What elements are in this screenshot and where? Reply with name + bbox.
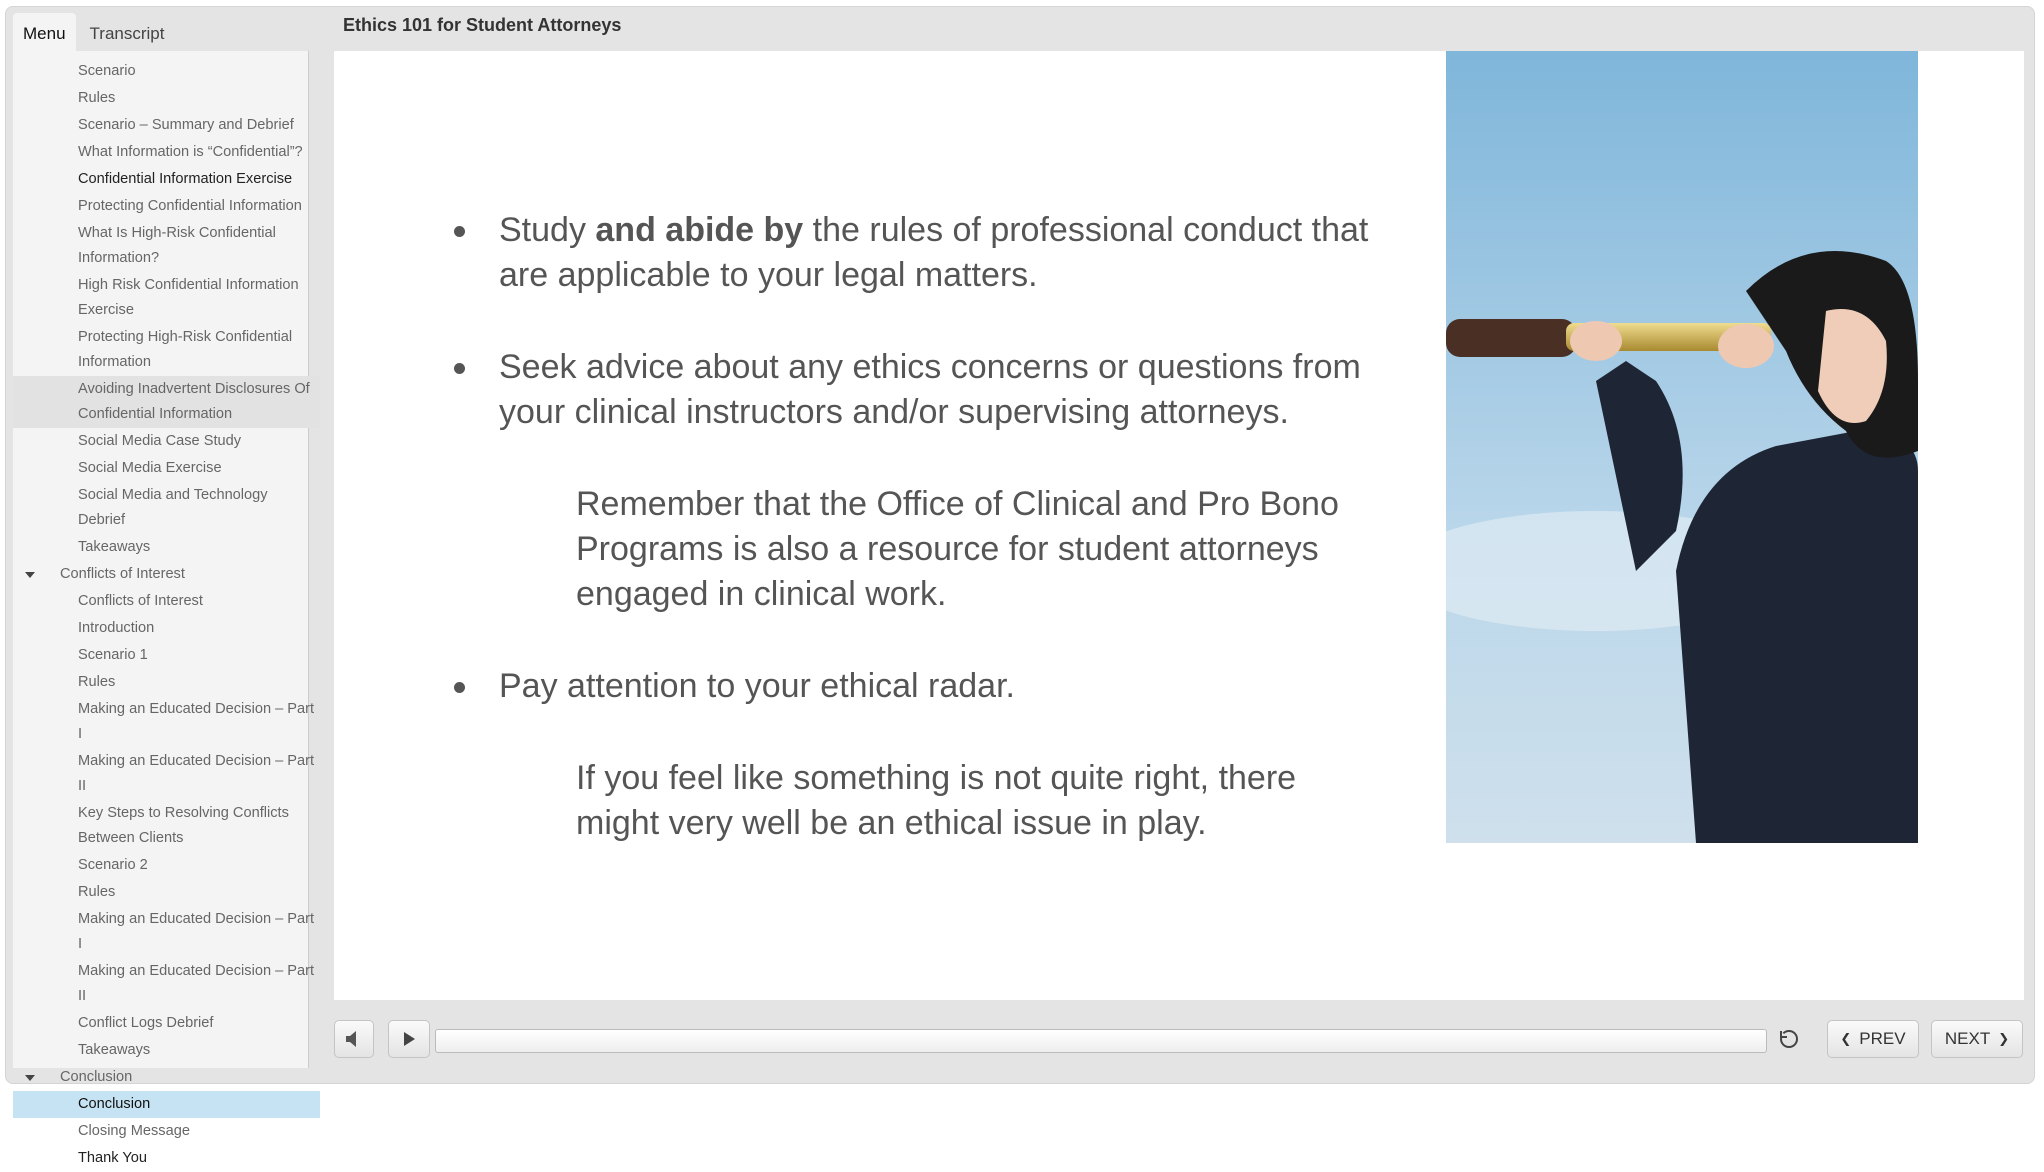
menu-item[interactable]: Making an Educated Decision – Part II <box>78 753 315 794</box>
menu-item[interactable]: Conflicts of Interest <box>78 593 203 609</box>
text-run: Pay attention to your ethical radar. <box>499 667 1015 705</box>
text-run: Seek advice about any ethics concerns or… <box>499 348 1361 431</box>
menu-item[interactable]: What Is High-Risk Confidential Informati… <box>78 225 276 266</box>
menu-item[interactable]: Takeaways <box>78 1042 151 1058</box>
menu-item[interactable]: Closing Message <box>78 1123 190 1139</box>
tab[interactable]: Transcript <box>89 24 165 43</box>
menu-item[interactable]: Scenario – Summary and Debrief <box>78 117 294 133</box>
menu-item[interactable]: High Risk Confidential Information Exerc… <box>78 277 299 318</box>
bullet-point: Pay attention to your ethical radar. <box>454 664 1379 709</box>
menu-item[interactable]: Making an Educated Decision – Part II <box>78 963 315 1004</box>
menu-item[interactable]: Scenario 2 <box>78 857 148 873</box>
menu-item[interactable]: Social Media Case Study <box>78 433 242 449</box>
text-run: Study <box>499 211 596 249</box>
tab[interactable]: Menu <box>13 13 76 51</box>
text-run: and abide by <box>595 211 804 249</box>
note: Remember that the Office of Clinical and… <box>499 482 1379 617</box>
sidebar: Menu Transcript Scenario Rules Scenario – … <box>13 13 320 1166</box>
menu-list: Scenario Rules Scenario – Summary and Debr… <box>13 51 320 1166</box>
menu-item[interactable]: Conclusion <box>13 1091 320 1118</box>
menu-item[interactable]: Making an Educated Decision – Part I <box>78 701 315 742</box>
menu-item[interactable]: Avoiding Inadvertent Disclosures Of Conf… <box>13 376 320 428</box>
menu-item[interactable]: Making an Educated Decision – Part I <box>78 911 315 952</box>
text-run: Remember that the Office of Clinical and… <box>576 485 1339 613</box>
next-label: NEXT <box>1944 1029 1991 1048</box>
text-run: If you feel like something is not quite … <box>576 759 1297 842</box>
menu-item[interactable]: Takeaways <box>78 539 151 555</box>
slide-text: Study and abide by the rules of professi… <box>454 208 1379 893</box>
menu-item[interactable]: Scenario 1 <box>78 647 148 663</box>
menu-section[interactable]: Conclusion <box>13 1064 320 1091</box>
progress-bar[interactable] <box>435 1029 1767 1053</box>
menu-item[interactable]: Rules <box>78 674 116 690</box>
menu-item[interactable]: Confidential Information Exercise <box>78 171 293 187</box>
menu-item[interactable]: Conflict Logs Debrief <box>78 1015 214 1031</box>
menu-item[interactable]: Protecting Confidential Information <box>78 198 302 214</box>
bullet-point: Study and abide by the rules of professi… <box>454 208 1379 298</box>
prev-label: PREV <box>1859 1029 1906 1048</box>
menu-item[interactable]: What Information is “Confidential”? <box>78 144 303 160</box>
course-title: Ethics 101 for Student Attorneys <box>343 15 622 35</box>
mute-button[interactable] <box>334 1020 374 1058</box>
text-run: the rules of professional conduct that a… <box>499 211 1369 294</box>
menu-section[interactable]: Conflicts of Interest <box>13 561 320 588</box>
menu-item[interactable]: Key Steps to Resolving Conflicts Between… <box>78 805 289 846</box>
replay-button[interactable] <box>1771 1020 1806 1058</box>
note: If you feel like something is not quite … <box>499 756 1379 846</box>
slide-image <box>1446 51 1918 843</box>
bullet-point: Seek advice about any ethics concerns or… <box>454 345 1379 435</box>
control-bar: ❮ PREV NEXT ❯ <box>334 1020 2024 1060</box>
slide: Study and abide by the rules of professi… <box>334 51 2024 1000</box>
play-button[interactable] <box>388 1020 430 1058</box>
prev-button[interactable]: ❮ PREV <box>1827 1020 1919 1058</box>
next-button[interactable]: NEXT ❯ <box>1931 1020 2023 1058</box>
menu-item[interactable]: Social Media and Technology Debrief <box>78 487 268 528</box>
menu-item[interactable]: Scenario <box>78 63 136 79</box>
menu-item[interactable]: Thank You <box>78 1150 147 1166</box>
menu-item[interactable]: Protecting High-Risk Confidential Inform… <box>78 329 293 370</box>
menu-item[interactable]: Rules <box>78 90 116 106</box>
tabs: Menu Transcript <box>13 13 309 51</box>
menu-item[interactable]: Rules <box>78 884 116 900</box>
menu-item[interactable]: Introduction <box>78 620 155 636</box>
menu-item[interactable]: Social Media Exercise <box>78 460 222 476</box>
